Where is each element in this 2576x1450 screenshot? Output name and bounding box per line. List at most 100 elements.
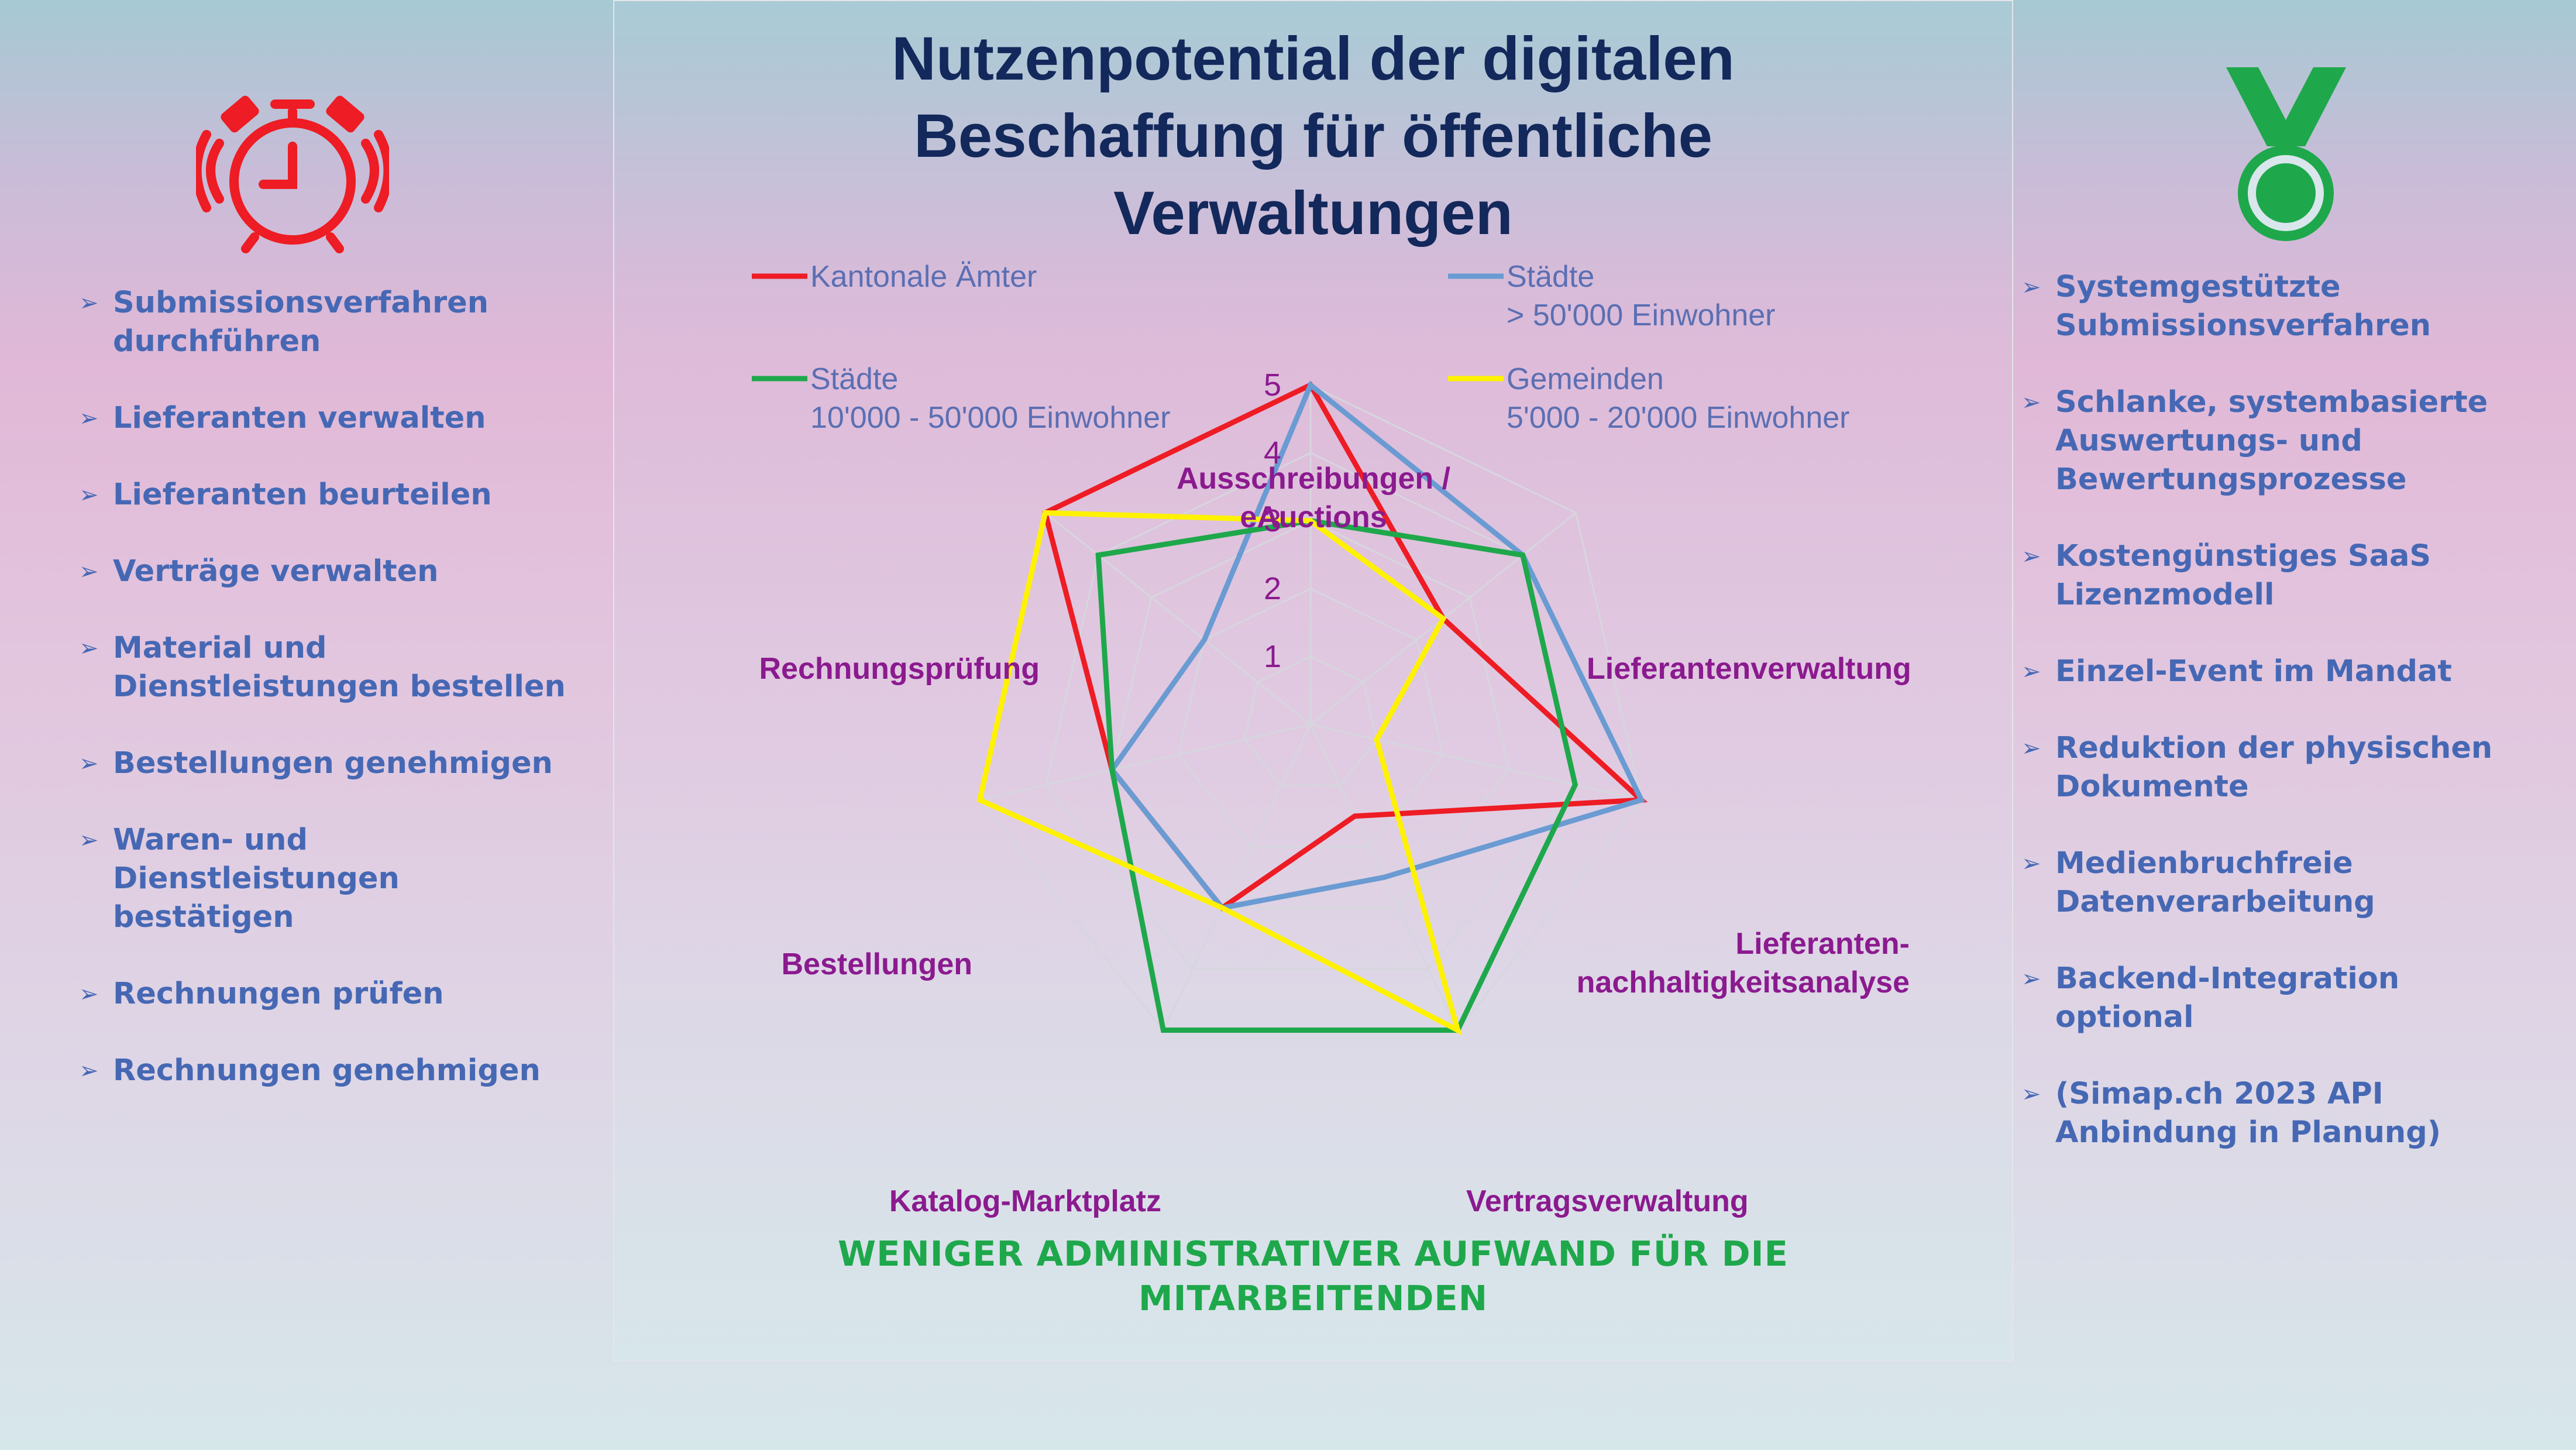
grid-spoke	[1310, 723, 1642, 801]
alarm-clock-icon	[196, 95, 389, 253]
legend-label: > 50'000 Einwohner	[1507, 298, 1776, 332]
list-item-text: durchführen	[113, 324, 321, 359]
arrow-bullet-icon: ➢	[2021, 850, 2041, 877]
arrow-bullet-icon: ➢	[79, 981, 99, 1008]
arrow-bullet-icon: ➢	[79, 1057, 99, 1084]
axis-label: eAuctions	[1240, 500, 1387, 534]
chart-panel	[613, 0, 2013, 1361]
left-bullet-list: ➢ Submissionsverfahren durchführen ➢ Liefera…	[79, 284, 594, 1128]
axis-label: Lieferantenverwaltung	[1587, 652, 1911, 686]
arrow-bullet-icon: ➢	[79, 750, 99, 777]
list-item-text: bestätigen	[113, 900, 294, 934]
grid-spoke	[1162, 724, 1312, 1031]
list-item-text: Lieferanten verwalten	[113, 401, 486, 435]
tick-label: 3	[1264, 503, 1281, 538]
list-item: ➢ Waren- und Dienstleistungen bestätigen	[79, 821, 594, 937]
arrow-bullet-icon: ➢	[79, 482, 99, 508]
footer-line: MITARBEITENDEN	[1138, 1278, 1488, 1318]
list-item-text: Auswertungs- und	[2055, 424, 2362, 458]
arrow-bullet-icon: ➢	[2021, 389, 2041, 416]
arrow-bullet-icon: ➢	[79, 827, 99, 854]
list-item-text: Backend-Integration	[2055, 961, 2400, 996]
axis-label: nachhaltigkeitsanalyse	[1577, 965, 1910, 999]
title-line: Verwaltungen	[1113, 179, 1513, 248]
medal-icon	[2226, 67, 2346, 241]
series-line	[1095, 518, 1578, 1033]
grid-ring	[1243, 655, 1378, 787]
list-item-text: Datenverarbeitung	[2055, 885, 2375, 919]
tick-label: 2	[1264, 571, 1281, 606]
list-item-text: Dokumente	[2055, 769, 2249, 804]
arrow-bullet-icon: ➢	[2021, 1081, 2041, 1108]
radar-series	[976, 380, 1648, 1036]
series-line	[1109, 380, 1645, 911]
radar-axis-labels: Ausschreibungen / eAuctions Lieferantenver…	[759, 462, 1911, 1218]
tick-label: 5	[1264, 367, 1281, 403]
list-item-text: Rechnungen prüfen	[113, 977, 444, 1011]
series-line	[1042, 382, 1648, 912]
tick-label: 4	[1264, 435, 1281, 470]
legend-label: Städte	[810, 362, 898, 396]
list-item: ➢ Submissionsverfahren durchführen	[79, 284, 594, 361]
chart-legend: Kantonale Ämter Städte > 50'000 Einwohner S…	[752, 260, 1850, 435]
page-title: Nutzenpotential der digitalen Beschaffun…	[613, 20, 2013, 252]
arrow-bullet-icon: ➢	[2021, 658, 2041, 685]
list-item: ➢ Backend-Integration optional	[2021, 960, 2574, 1037]
right-bullet-list: ➢ Systemgestützte Submissionsverfahren ➢ Sch…	[2021, 268, 2574, 1190]
list-item: ➢ Verträge verwalten	[79, 552, 594, 591]
list-item-text: Reduktion der physischen	[2055, 731, 2493, 765]
axis-label: Katalog-Marktplatz	[889, 1184, 1161, 1218]
axis-label: Rechnungsprüfung	[759, 652, 1040, 686]
legend-label: Städte	[1507, 260, 1594, 294]
list-item: ➢ Systemgestützte Submissionsverfahren	[2021, 268, 2574, 345]
list-item-text: (Simap.ch 2023 API	[2055, 1077, 2384, 1111]
list-item: ➢ Medienbruchfreie Datenverarbeitung	[2021, 844, 2574, 922]
list-item: ➢ Reduktion der physischen Dokumente	[2021, 729, 2574, 806]
list-item-text: Lizenzmodell	[2055, 578, 2275, 612]
list-item-text: Waren- und	[113, 823, 308, 857]
list-item-text: Bewertungsprozesse	[2055, 462, 2407, 497]
axis-label: Lieferanten-	[1735, 927, 1910, 961]
axis-label: Vertragsverwaltung	[1466, 1184, 1749, 1218]
legend-label: Gemeinden	[1507, 362, 1664, 396]
arrow-bullet-icon: ➢	[79, 405, 99, 432]
list-item: ➢ Lieferanten beurteilen	[79, 476, 594, 514]
list-item-text: optional	[2055, 1000, 2194, 1035]
arrow-bullet-icon: ➢	[2021, 735, 2041, 762]
list-item: ➢ Kostengünstiges SaaS Lizenzmodell	[2021, 537, 2574, 614]
list-item-text: Bestellungen genehmigen	[113, 746, 553, 781]
arrow-bullet-icon: ➢	[79, 290, 99, 317]
grid-spoke	[979, 723, 1311, 801]
list-item-text: Dienstleistungen bestellen	[113, 669, 566, 704]
series-line	[976, 510, 1462, 1036]
grid-ring	[1111, 520, 1510, 909]
list-item-text: Lieferanten beurteilen	[113, 477, 492, 512]
title-line: Beschaffung für öffentliche	[913, 102, 1713, 170]
list-item-text: Rechnungen genehmigen	[113, 1053, 541, 1088]
list-item: ➢ Schlanke, systembasierte Auswertungs- un…	[2021, 383, 2574, 499]
list-item-text: Verträge verwalten	[113, 554, 439, 589]
footer-line: WENIGER ADMINISTRATIVER AUFWAND FÜR DIE	[838, 1233, 1789, 1274]
arrow-bullet-icon: ➢	[2021, 543, 2041, 570]
list-item-text: Anbindung in Planung)	[2055, 1115, 2441, 1150]
list-item: ➢ Rechnungen genehmigen	[79, 1052, 594, 1090]
legend-label: Kantonale Ämter	[810, 260, 1037, 294]
title-line: Nutzenpotential der digitalen	[892, 25, 1735, 93]
list-item-text: Material und	[113, 631, 327, 665]
list-item-text: Kostengünstiges SaaS	[2055, 539, 2431, 573]
axis-label: Bestellungen	[782, 947, 973, 981]
list-item: ➢ Bestellungen genehmigen	[79, 744, 594, 783]
grid-spoke	[1044, 512, 1311, 726]
arrow-bullet-icon: ➢	[2021, 274, 2041, 301]
list-item: ➢ (Simap.ch 2023 API Anbindung in Planung)	[2021, 1075, 2574, 1152]
list-item-text: Submissionsverfahren	[2055, 308, 2431, 343]
axis-label: Ausschreibungen /	[1177, 462, 1450, 496]
list-item: ➢ Material und Dienstleistungen bestellen	[79, 629, 594, 706]
list-item: ➢ Lieferanten verwalten	[79, 399, 594, 438]
list-item-text: Dienstleistungen	[113, 861, 400, 896]
list-item: ➢ Einzel-Event im Mandat	[2021, 652, 2574, 691]
arrow-bullet-icon: ➢	[79, 635, 99, 662]
list-item-text: Einzel-Event im Mandat	[2055, 654, 2452, 689]
list-item-text: Schlanke, systembasierte	[2055, 385, 2488, 420]
